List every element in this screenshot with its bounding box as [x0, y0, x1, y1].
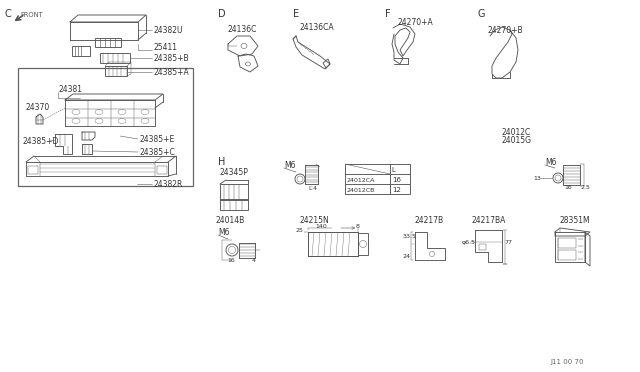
Bar [100, 53, 130, 63]
Text: 24136CA: 24136CA [300, 22, 335, 32]
Text: 16: 16 [392, 177, 401, 183]
Text: L: L [391, 167, 395, 173]
Text: 24215N: 24215N [300, 215, 330, 224]
Text: 24015G: 24015G [502, 135, 532, 144]
Text: 24370: 24370 [25, 103, 49, 112]
Text: 25411: 25411 [153, 42, 177, 51]
Text: 24217B: 24217B [415, 215, 444, 224]
Text: 12: 12 [392, 187, 401, 193]
Text: 16: 16 [227, 259, 235, 263]
Text: 24136C: 24136C [228, 25, 257, 33]
Text: 24382U: 24382U [153, 26, 182, 35]
Text: 140: 140 [315, 224, 327, 228]
Bar [308, 232, 358, 256]
Text: 24345P: 24345P [220, 167, 249, 176]
Bar [479, 244, 486, 250]
Bar [18, 68, 193, 186]
Text: C: C [4, 9, 11, 19]
Text: F: F [385, 9, 390, 19]
Text: 24012CB: 24012CB [347, 187, 376, 192]
Text: 16: 16 [564, 185, 572, 189]
Text: 24014B: 24014B [215, 215, 244, 224]
Text: 13: 13 [533, 176, 541, 180]
Text: 4: 4 [252, 259, 256, 263]
Text: 28351M: 28351M [560, 215, 591, 224]
Bar [28, 166, 38, 174]
Text: 24217BA: 24217BA [472, 215, 506, 224]
Text: φ6.5: φ6.5 [462, 240, 476, 244]
Text: M6: M6 [284, 160, 296, 170]
Text: 24012CA: 24012CA [347, 177, 376, 183]
Text: 24381: 24381 [58, 84, 82, 93]
Text: 24385+B: 24385+B [153, 54, 189, 62]
Bar [157, 166, 167, 174]
Bar [558, 250, 576, 260]
Text: 24382R: 24382R [153, 180, 182, 189]
Text: L: L [308, 186, 312, 190]
Text: 25: 25 [296, 228, 304, 232]
Text: 33.5: 33.5 [403, 234, 417, 238]
Bar [220, 184, 248, 200]
Text: 24012C: 24012C [502, 128, 531, 137]
Bar [105, 66, 127, 76]
Text: 24385+D: 24385+D [22, 137, 58, 145]
Text: 4: 4 [313, 186, 317, 190]
Text: 24385+A: 24385+A [153, 67, 189, 77]
Text: 24: 24 [403, 253, 411, 259]
Text: FRONT: FRONT [20, 12, 43, 18]
Text: 8: 8 [356, 224, 360, 228]
Text: 24270+A: 24270+A [398, 17, 434, 26]
Text: M6: M6 [545, 157, 557, 167]
Text: M6: M6 [218, 228, 230, 237]
Text: H: H [218, 157, 225, 167]
Bar [358, 233, 368, 255]
Text: J11 00 70: J11 00 70 [550, 359, 584, 365]
Text: D: D [218, 9, 226, 19]
Bar [72, 46, 90, 56]
Bar [95, 38, 121, 47]
Text: 24385+E: 24385+E [139, 135, 174, 144]
Text: 77: 77 [504, 240, 512, 244]
Text: G: G [478, 9, 486, 19]
Bar [558, 238, 576, 248]
Text: 2.5: 2.5 [581, 185, 591, 189]
Text: 24270+B: 24270+B [488, 26, 524, 35]
Text: E: E [293, 9, 299, 19]
Bar [345, 164, 410, 194]
Text: 24385+C: 24385+C [139, 148, 175, 157]
Bar [220, 199, 248, 210]
